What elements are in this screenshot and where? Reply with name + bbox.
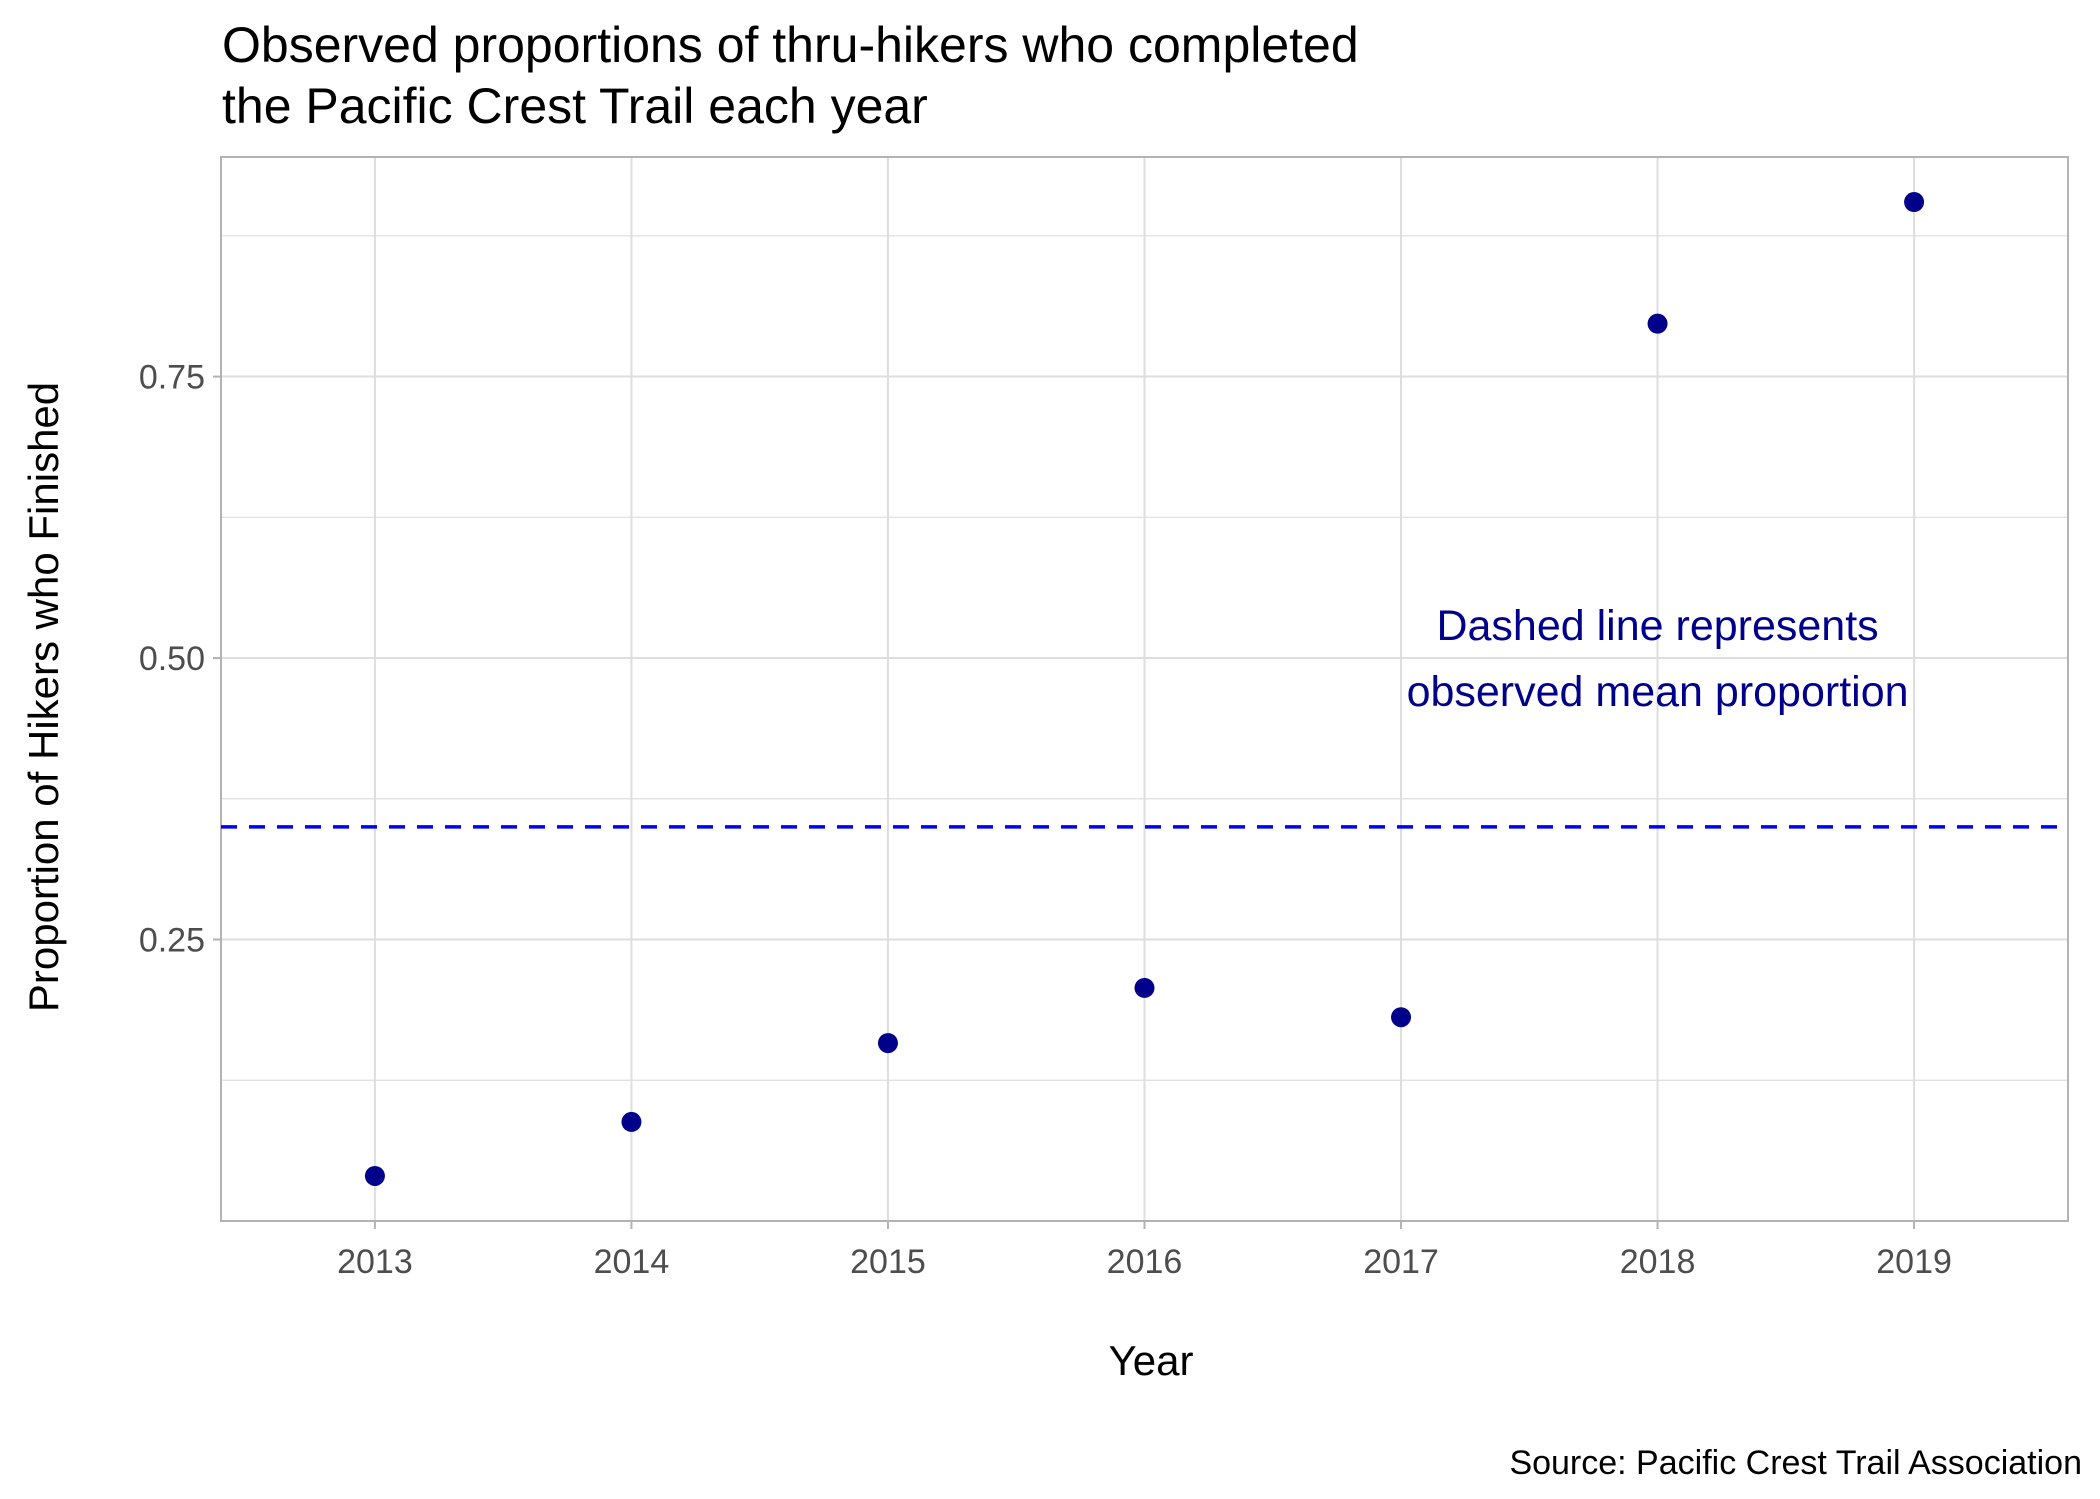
x-axis-title: Year [1109,1337,1194,1384]
data-point-2018 [1647,313,1668,334]
y-axis-ticks: 0.25 0.50 0.75 [139,359,221,960]
y-tick-label: 0.25 [139,922,205,960]
mean-annotation-line-2: observed mean proportion [1407,668,1909,716]
data-points [364,192,1925,1186]
y-tick-label: 0.75 [139,359,205,397]
y-tick-label: 0.50 [139,640,205,678]
x-tick-label: 2015 [850,1243,926,1281]
source-caption: Source: Pacific Crest Trail Association [1509,1444,2082,1482]
data-point-2017 [1391,1007,1412,1028]
x-tick-label: 2016 [1107,1243,1183,1281]
data-point-2015 [877,1033,898,1054]
chart-title-line-2: the Pacific Crest Trail each year [222,78,928,134]
grid-major [221,157,2068,1221]
x-tick-label: 2013 [337,1243,413,1281]
x-tick-label: 2018 [1620,1243,1696,1281]
x-tick-label: 2014 [594,1243,670,1281]
data-point-2013 [364,1165,385,1186]
mean-annotation-line-1: Dashed line represents [1436,602,1878,650]
x-tick-label: 2017 [1363,1243,1439,1281]
x-tick-label: 2019 [1876,1243,1952,1281]
data-point-2019 [1904,192,1925,213]
chart-title-line-1: Observed proportions of thru-hikers who … [222,17,1359,73]
y-axis-title: Proportion of Hikers who Finished [20,382,67,1012]
x-axis-ticks: 2013 2014 2015 2016 2017 2018 2019 [337,1221,1952,1281]
data-point-2014 [621,1111,642,1132]
chart-title: Observed proportions of thru-hikers who … [222,17,1359,134]
data-point-2016 [1134,977,1155,998]
mean-annotation: Dashed line represents observed mean pro… [1407,602,1909,716]
